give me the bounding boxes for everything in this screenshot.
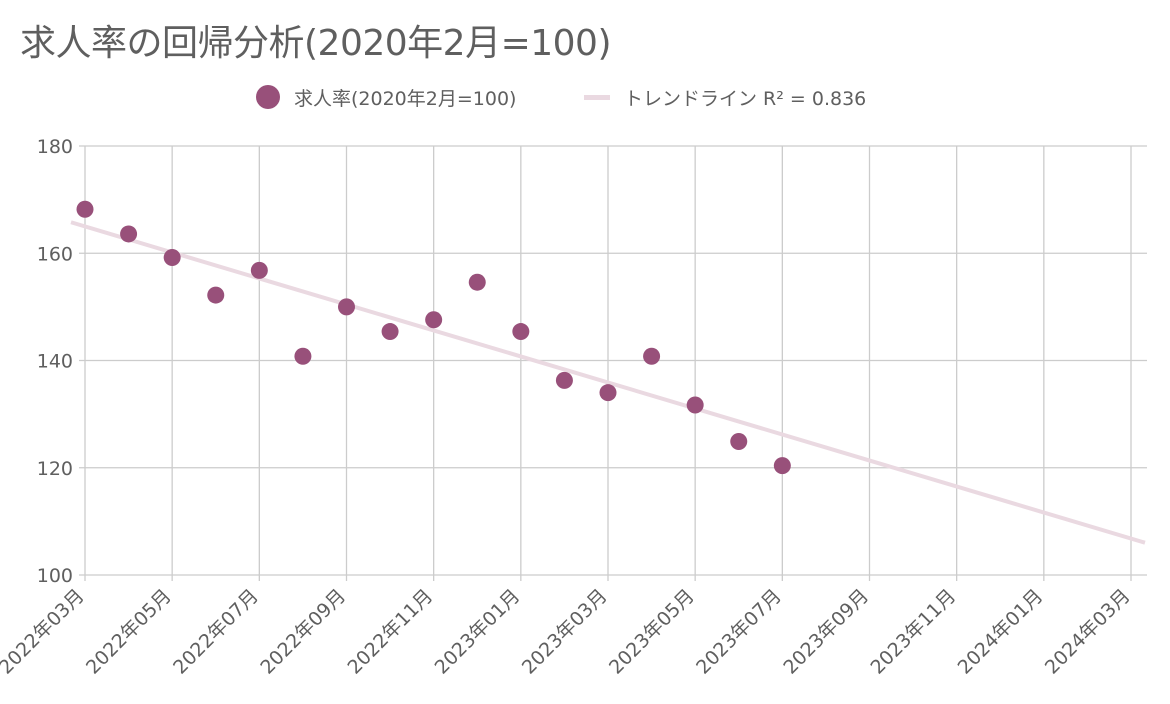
x-tick-label: 2023年01月 bbox=[431, 585, 525, 679]
x-tick-label: 2024年03月 bbox=[1041, 585, 1135, 679]
data-point bbox=[338, 298, 355, 316]
x-tick-label: 2023年09月 bbox=[779, 585, 873, 679]
data-point bbox=[425, 311, 443, 329]
x-tick-label: 2022年09月 bbox=[256, 585, 350, 679]
data-point bbox=[76, 200, 94, 218]
x-tick-label: 2023年07月 bbox=[692, 585, 786, 679]
x-tick-label: 2023年11月 bbox=[866, 585, 960, 679]
legend-trend-label: トレンドライン R² = 0.836 bbox=[624, 87, 867, 110]
data-point bbox=[381, 323, 399, 341]
data-point bbox=[468, 273, 486, 291]
data-point bbox=[512, 323, 530, 341]
y-tick-label: 100 bbox=[37, 565, 73, 587]
trendline bbox=[70, 220, 1146, 545]
y-tick-label: 140 bbox=[37, 351, 73, 373]
legend-series-label: 求人率(2020年2月=100) bbox=[294, 87, 517, 110]
legend-trend-marker bbox=[584, 94, 610, 100]
y-tick-label: 120 bbox=[37, 458, 73, 480]
x-tick-label: 2023年03月 bbox=[518, 585, 612, 679]
data-point bbox=[250, 261, 268, 279]
legend-item-trend[interactable]: トレンドライン R² = 0.836 bbox=[584, 82, 866, 112]
data-point bbox=[599, 384, 617, 402]
data-point bbox=[294, 347, 312, 365]
legend-series-marker bbox=[256, 85, 280, 109]
data-point bbox=[686, 396, 704, 414]
x-tick-label: 2022年03月 bbox=[0, 585, 89, 679]
data-point bbox=[555, 371, 573, 389]
x-tick-label: 2022年07月 bbox=[169, 585, 263, 679]
x-tick-label: 2022年11月 bbox=[343, 585, 437, 679]
chart-legend: 求人率(2020年2月=100) トレンドライン R² = 0.836 bbox=[0, 82, 1170, 112]
data-point bbox=[643, 347, 661, 365]
chart-title: 求人率の回帰分析(2020年2月=100) bbox=[20, 23, 612, 64]
data-point bbox=[773, 457, 791, 475]
x-tick-label: 2022年05月 bbox=[82, 585, 176, 679]
data-point bbox=[163, 249, 181, 267]
legend-item-series[interactable]: 求人率(2020年2月=100) bbox=[256, 82, 516, 112]
x-tick-label: 2023年05月 bbox=[605, 585, 699, 679]
data-point bbox=[120, 225, 138, 243]
y-tick-label: 160 bbox=[37, 243, 73, 265]
data-point bbox=[730, 432, 748, 450]
y-tick-label: 180 bbox=[37, 136, 73, 158]
data-point bbox=[207, 286, 225, 304]
x-tick-label: 2024年01月 bbox=[954, 585, 1048, 679]
